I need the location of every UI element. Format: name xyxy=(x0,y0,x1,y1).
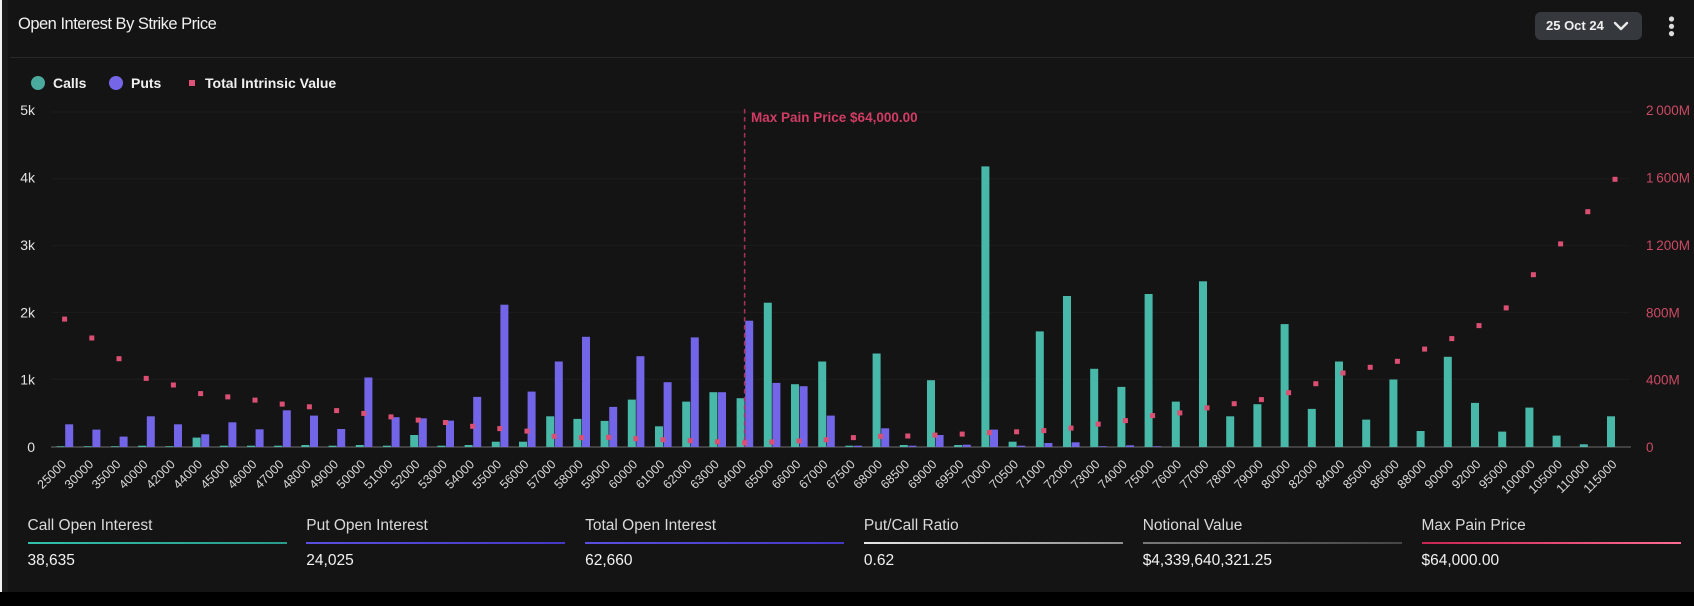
svg-text:45000: 45000 xyxy=(198,457,233,492)
svg-text:80000: 80000 xyxy=(1259,457,1294,492)
svg-text:62000: 62000 xyxy=(660,457,695,492)
svg-text:46000: 46000 xyxy=(225,457,260,492)
svg-text:69000: 69000 xyxy=(905,457,940,492)
svg-text:400M: 400M xyxy=(1646,373,1680,388)
svg-text:64000: 64000 xyxy=(715,457,750,492)
svg-text:78000: 78000 xyxy=(1204,457,1239,492)
svg-text:70000: 70000 xyxy=(959,457,994,492)
svg-text:86000: 86000 xyxy=(1367,457,1402,492)
svg-text:71000: 71000 xyxy=(1014,457,1049,492)
svg-text:47000: 47000 xyxy=(252,457,287,492)
svg-text:58000: 58000 xyxy=(551,457,586,492)
svg-text:69500: 69500 xyxy=(932,457,967,492)
svg-text:5k: 5k xyxy=(20,102,36,118)
svg-text:75000: 75000 xyxy=(1123,457,1158,492)
svg-text:0: 0 xyxy=(27,439,35,455)
svg-text:800M: 800M xyxy=(1646,305,1680,320)
svg-text:61000: 61000 xyxy=(633,457,668,492)
svg-text:2k: 2k xyxy=(20,304,36,320)
svg-text:67000: 67000 xyxy=(796,457,831,492)
svg-text:59000: 59000 xyxy=(579,457,614,492)
svg-text:65000: 65000 xyxy=(742,457,777,492)
svg-text:25000: 25000 xyxy=(35,457,70,492)
svg-text:30000: 30000 xyxy=(62,457,97,492)
svg-text:2 000M: 2 000M xyxy=(1646,103,1690,118)
svg-text:44000: 44000 xyxy=(171,457,206,492)
svg-text:54000: 54000 xyxy=(443,457,478,492)
svg-text:48000: 48000 xyxy=(279,457,314,492)
svg-text:52000: 52000 xyxy=(388,457,423,492)
svg-text:50000: 50000 xyxy=(334,457,369,492)
svg-text:53000: 53000 xyxy=(415,457,450,492)
svg-text:40000: 40000 xyxy=(116,457,151,492)
svg-text:66000: 66000 xyxy=(769,457,804,492)
svg-text:4k: 4k xyxy=(20,170,36,186)
svg-text:1k: 1k xyxy=(20,372,36,388)
svg-text:55000: 55000 xyxy=(470,457,505,492)
svg-text:Max Pain Price $64,000.00: Max Pain Price $64,000.00 xyxy=(751,110,918,125)
svg-text:73000: 73000 xyxy=(1068,457,1103,492)
svg-text:56000: 56000 xyxy=(497,457,532,492)
svg-text:79000: 79000 xyxy=(1231,457,1266,492)
svg-text:85000: 85000 xyxy=(1340,457,1375,492)
svg-text:57000: 57000 xyxy=(524,457,559,492)
svg-text:1 200M: 1 200M xyxy=(1646,238,1690,253)
svg-text:63000: 63000 xyxy=(687,457,722,492)
svg-text:72000: 72000 xyxy=(1041,457,1076,492)
svg-text:77000: 77000 xyxy=(1177,457,1212,492)
svg-text:60000: 60000 xyxy=(606,457,641,492)
svg-text:68500: 68500 xyxy=(878,457,913,492)
svg-text:3k: 3k xyxy=(20,237,36,253)
svg-text:1 600M: 1 600M xyxy=(1646,171,1690,186)
svg-text:68000: 68000 xyxy=(851,457,886,492)
svg-text:0: 0 xyxy=(1646,440,1654,455)
svg-text:84000: 84000 xyxy=(1313,457,1348,492)
svg-text:90000: 90000 xyxy=(1422,457,1457,492)
svg-text:82000: 82000 xyxy=(1286,457,1321,492)
svg-text:51000: 51000 xyxy=(361,457,396,492)
svg-text:49000: 49000 xyxy=(307,457,342,492)
svg-text:42000: 42000 xyxy=(143,457,178,492)
svg-text:74000: 74000 xyxy=(1095,457,1130,492)
svg-text:76000: 76000 xyxy=(1150,457,1185,492)
svg-text:70500: 70500 xyxy=(987,457,1022,492)
svg-text:35000: 35000 xyxy=(89,457,124,492)
svg-text:92000: 92000 xyxy=(1449,457,1484,492)
svg-text:67500: 67500 xyxy=(823,457,858,492)
svg-text:88000: 88000 xyxy=(1395,457,1430,492)
